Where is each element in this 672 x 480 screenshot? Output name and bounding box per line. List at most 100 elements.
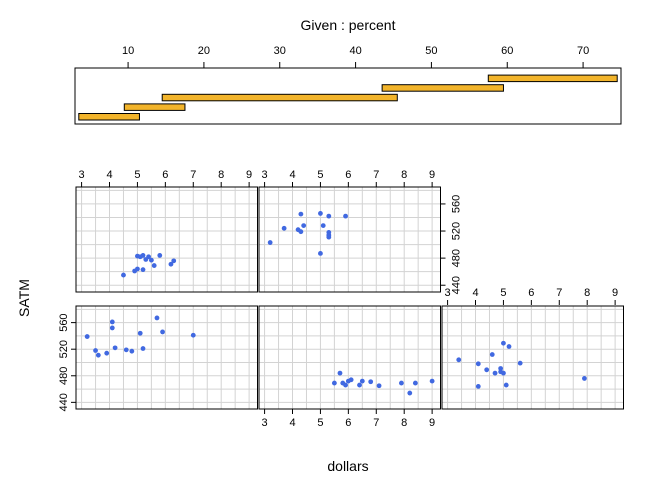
x-tick-label: 9 (612, 287, 618, 299)
given-interval-bar (487, 74, 618, 83)
given-interval-bar (123, 103, 186, 111)
data-point (84, 334, 90, 339)
data-point (301, 223, 307, 229)
given-tick-label: 70 (577, 45, 589, 57)
data-point (148, 257, 154, 263)
x-tick-label: 5 (500, 287, 506, 299)
data-point (298, 211, 304, 217)
data-point (171, 258, 177, 264)
given-tick-label: 20 (198, 45, 210, 57)
data-point (492, 370, 498, 376)
data-point (484, 367, 490, 373)
data-point (318, 250, 323, 256)
x-tick-label: 7 (556, 287, 562, 299)
x-tick-label: 4 (289, 169, 295, 181)
y-tick-label: 480 (451, 249, 463, 267)
x-tick-label: 9 (246, 169, 252, 181)
x-tick-label: 9 (429, 169, 435, 181)
data-point (517, 360, 523, 366)
panel-frame (258, 305, 441, 410)
data-point (109, 319, 115, 325)
data-point (140, 346, 146, 351)
data-point (337, 370, 343, 376)
x-axis-label: dollars (327, 458, 368, 474)
given-interval-bar (78, 113, 140, 121)
x-tick-label: 3 (262, 169, 268, 181)
data-point (154, 315, 160, 321)
data-point (267, 240, 273, 245)
data-point (95, 352, 101, 358)
data-point (121, 272, 126, 278)
panel-frame (75, 186, 258, 293)
given-tick-label: 50 (425, 45, 437, 57)
given-panel-frame (74, 67, 622, 125)
given-label: Given : percent (301, 17, 396, 33)
x-tick-label: 6 (345, 169, 351, 181)
data-point (475, 361, 481, 367)
given-tick-label: 10 (122, 45, 134, 57)
data-point (368, 379, 374, 385)
data-point (146, 254, 152, 260)
data-point (168, 261, 174, 267)
data-point (501, 370, 506, 376)
x-tick-label: 7 (373, 417, 379, 429)
data-point (326, 213, 332, 219)
y-tick-label: 520 (451, 222, 463, 240)
x-tick-label: 6 (162, 169, 168, 181)
data-point (503, 382, 509, 388)
data-point (140, 253, 146, 258)
data-point (104, 350, 110, 356)
x-tick-label: 9 (429, 417, 435, 429)
y-tick-label: 440 (451, 276, 463, 294)
data-point (376, 383, 382, 389)
x-tick-label: 5 (317, 169, 323, 181)
x-tick-label: 8 (218, 169, 224, 181)
x-tick-label: 6 (345, 417, 351, 429)
x-tick-label: 3 (79, 169, 85, 181)
y-tick-label: 440 (58, 393, 70, 411)
data-point (93, 348, 98, 353)
data-point (331, 380, 337, 386)
data-point (506, 344, 512, 349)
x-tick-label: 8 (584, 287, 590, 299)
given-tick-label: 40 (349, 45, 361, 57)
data-point (326, 232, 332, 238)
x-tick-label: 7 (190, 169, 196, 181)
x-tick-label: 6 (528, 287, 534, 299)
given-tick-label: 30 (274, 45, 286, 57)
data-point (475, 384, 481, 389)
data-point (137, 330, 143, 336)
y-tick-label: 520 (58, 340, 70, 358)
data-point (582, 376, 587, 381)
data-point (157, 253, 163, 258)
data-point (407, 390, 413, 396)
data-point (412, 380, 418, 386)
data-point (343, 213, 348, 219)
data-point (399, 380, 404, 386)
data-point (109, 325, 115, 331)
x-tick-label: 4 (106, 169, 112, 181)
y-axis-label: SATM (16, 279, 32, 317)
data-point (343, 382, 348, 388)
data-point (298, 229, 304, 235)
data-point (489, 352, 495, 357)
data-point (429, 378, 435, 384)
data-point (281, 225, 287, 231)
data-point (129, 348, 135, 354)
data-point (135, 266, 140, 272)
data-point (123, 347, 129, 353)
data-point (318, 211, 323, 216)
data-point (160, 329, 165, 335)
y-tick-label: 480 (58, 367, 70, 385)
x-tick-label: 5 (134, 169, 140, 181)
x-tick-label: 7 (373, 169, 379, 181)
x-tick-label: 4 (289, 417, 295, 429)
x-tick-label: 4 (472, 287, 478, 299)
panel-frame (258, 186, 441, 293)
given-interval-bar (161, 93, 398, 102)
y-tick-label: 560 (58, 313, 70, 331)
panel-frame (75, 305, 258, 410)
x-tick-label: 8 (401, 417, 407, 429)
